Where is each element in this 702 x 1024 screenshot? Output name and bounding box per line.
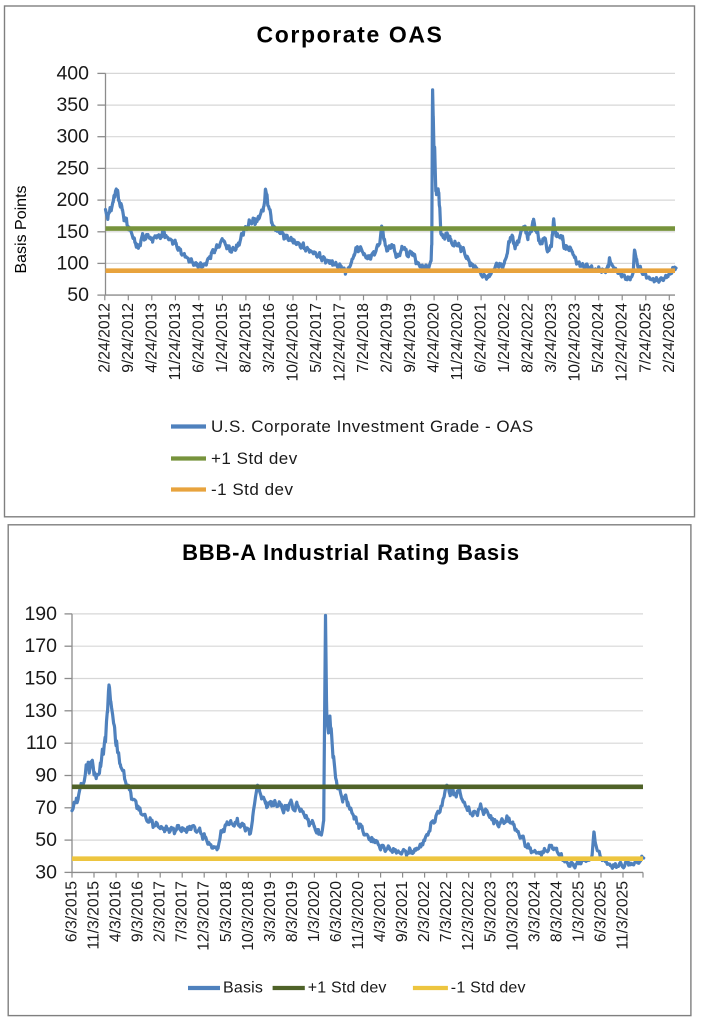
svg-text:30: 30 [35,861,57,883]
svg-text:50: 50 [67,284,89,306]
svg-text:11/3/2025: 11/3/2025 [615,881,632,950]
svg-text:1/3/2025: 1/3/2025 [570,881,587,942]
svg-text:5/24/2017: 5/24/2017 [308,303,325,373]
svg-text:150: 150 [56,221,89,243]
svg-text:10/3/2018: 10/3/2018 [240,881,257,951]
svg-text:3/24/2016: 3/24/2016 [261,303,278,373]
svg-text:7/24/2018: 7/24/2018 [355,303,372,373]
svg-text:3/24/2023: 3/24/2023 [543,303,560,373]
svg-text:170: 170 [24,635,57,657]
svg-text:12/24/2017: 12/24/2017 [332,303,349,382]
svg-text:6/3/2025: 6/3/2025 [593,881,610,942]
svg-text:-1 Std dev: -1 Std dev [451,980,526,997]
svg-text:6/3/2020: 6/3/2020 [328,881,345,942]
svg-text:Basis: Basis [223,980,263,997]
svg-text:Corporate OAS: Corporate OAS [257,22,444,48]
svg-text:2/3/2017: 2/3/2017 [152,881,169,942]
svg-text:2/3/2022: 2/3/2022 [416,881,433,942]
svg-text:6/24/2021: 6/24/2021 [473,303,490,373]
svg-text:2/24/2019: 2/24/2019 [379,303,396,373]
svg-text:10/3/2023: 10/3/2023 [504,881,521,951]
svg-text:50: 50 [35,829,57,851]
svg-text:8/24/2022: 8/24/2022 [520,303,537,373]
svg-text:U.S. Corporate Investment Grad: U.S. Corporate Investment Grade - OAS [211,417,534,436]
svg-text:1/3/2020: 1/3/2020 [306,881,323,942]
svg-text:2/24/2026: 2/24/2026 [661,303,678,373]
svg-text:250: 250 [56,157,89,179]
svg-text:8/3/2024: 8/3/2024 [548,881,565,942]
svg-text:5/24/2024: 5/24/2024 [590,303,607,373]
svg-text:2/24/2012: 2/24/2012 [96,303,113,373]
svg-text:1/24/2022: 1/24/2022 [496,303,513,373]
svg-text:11/3/2020: 11/3/2020 [350,881,367,950]
svg-text:12/3/2022: 12/3/2022 [460,881,477,951]
svg-text:9/3/2016: 9/3/2016 [130,881,147,942]
svg-text:70: 70 [35,797,57,819]
svg-text:3/3/2019: 3/3/2019 [262,881,279,942]
svg-text:130: 130 [24,700,57,722]
svg-text:300: 300 [56,126,89,148]
svg-text:1/24/2015: 1/24/2015 [214,303,231,373]
svg-text:12/24/2024: 12/24/2024 [614,303,631,382]
svg-text:4/3/2021: 4/3/2021 [372,881,389,942]
svg-text:3/3/2024: 3/3/2024 [526,881,543,942]
svg-text:12/3/2017: 12/3/2017 [196,881,213,951]
svg-text:11/24/2013: 11/24/2013 [167,303,184,381]
svg-text:4/3/2016: 4/3/2016 [108,881,125,942]
svg-text:100: 100 [56,252,89,274]
svg-text:190: 190 [24,603,57,625]
svg-text:Basis Points: Basis Points [13,185,30,273]
svg-text:400: 400 [56,62,89,84]
svg-text:6/24/2014: 6/24/2014 [190,303,207,373]
svg-text:9/24/2012: 9/24/2012 [120,303,137,373]
svg-text:11/24/2020: 11/24/2020 [449,303,466,381]
svg-text:5/3/2023: 5/3/2023 [482,881,499,942]
svg-text:7/3/2022: 7/3/2022 [438,881,455,942]
svg-text:350: 350 [56,94,89,116]
svg-text:+1 Std dev: +1 Std dev [308,980,387,997]
svg-text:4/24/2020: 4/24/2020 [426,303,443,373]
svg-text:10/24/2016: 10/24/2016 [285,303,302,382]
svg-text:7/24/2025: 7/24/2025 [637,303,654,373]
svg-text:11/3/2015: 11/3/2015 [86,881,103,950]
svg-text:7/3/2017: 7/3/2017 [174,881,191,942]
svg-text:110: 110 [26,732,57,754]
svg-text:8/24/2015: 8/24/2015 [237,303,254,373]
svg-text:6/3/2015: 6/3/2015 [64,881,81,942]
svg-text:9/24/2019: 9/24/2019 [402,303,419,373]
svg-text:-1 Std dev: -1 Std dev [211,480,294,499]
svg-text:200: 200 [56,189,89,211]
svg-text:90: 90 [35,765,57,787]
svg-text:8/3/2019: 8/3/2019 [284,881,301,942]
svg-text:BBB-A Industrial Rating Basis: BBB-A Industrial Rating Basis [182,540,520,565]
svg-text:5/3/2018: 5/3/2018 [218,881,235,942]
svg-text:+1 Std dev: +1 Std dev [211,449,298,468]
svg-text:4/24/2013: 4/24/2013 [143,303,160,373]
svg-text:9/3/2021: 9/3/2021 [394,881,411,942]
svg-text:10/24/2023: 10/24/2023 [567,303,584,382]
svg-text:150: 150 [24,668,57,690]
